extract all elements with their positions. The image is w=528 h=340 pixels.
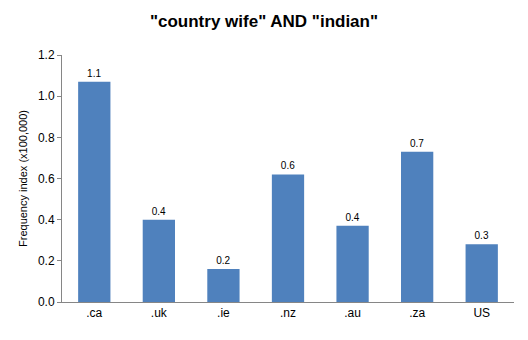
svg-text:0.4: 0.4 — [38, 213, 55, 227]
svg-text:0.6: 0.6 — [281, 160, 295, 171]
svg-text:.uk: .uk — [151, 306, 168, 320]
svg-text:0.4: 0.4 — [152, 206, 166, 217]
svg-text:.nz: .nz — [280, 306, 296, 320]
svg-text:"country wife" AND "indian": "country wife" AND "indian" — [150, 12, 378, 31]
svg-text:0.6: 0.6 — [38, 172, 55, 186]
svg-text:0.2: 0.2 — [216, 255, 230, 266]
svg-text:US: US — [473, 306, 490, 320]
svg-text:0.8: 0.8 — [38, 131, 55, 145]
svg-text:.za: .za — [409, 306, 425, 320]
svg-text:0.4: 0.4 — [345, 212, 359, 223]
svg-text:Frequency index (x100,000): Frequency index (x100,000) — [17, 110, 29, 247]
svg-text:.ca: .ca — [86, 306, 102, 320]
svg-text:1.0: 1.0 — [38, 89, 55, 103]
svg-text:1.2: 1.2 — [38, 48, 55, 62]
svg-text:0.3: 0.3 — [475, 230, 489, 241]
svg-text:.ie: .ie — [217, 306, 230, 320]
svg-text:.au: .au — [344, 306, 361, 320]
svg-text:0.2: 0.2 — [38, 254, 55, 268]
svg-text:1.1: 1.1 — [87, 68, 101, 79]
svg-text:0.0: 0.0 — [38, 295, 55, 309]
svg-text:0.7: 0.7 — [410, 138, 424, 149]
